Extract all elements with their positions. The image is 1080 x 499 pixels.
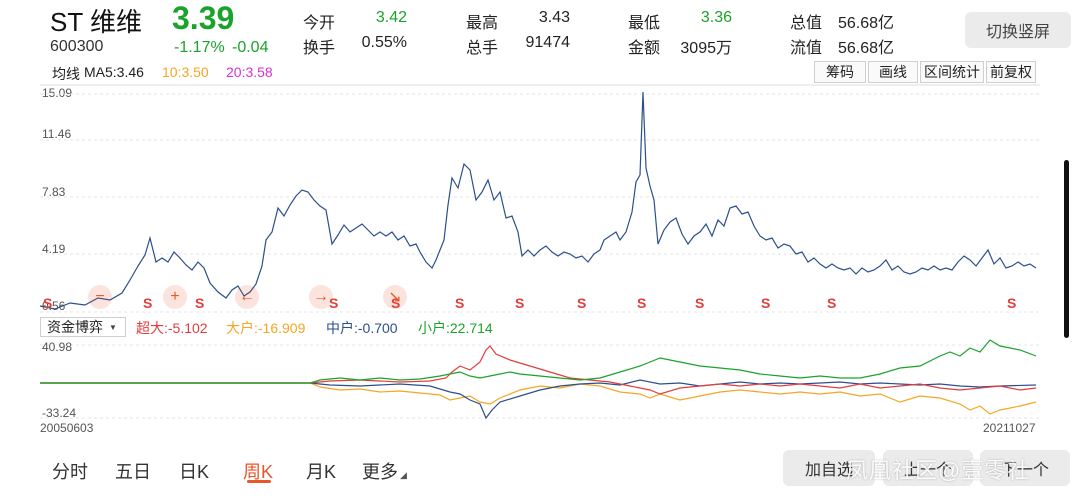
sell-signal-marker: S (827, 295, 837, 311)
dropdown-caret-icon: ▼ (109, 322, 117, 332)
interval-stats-button[interactable]: 区间统计 (920, 61, 984, 83)
flow-chaoda: 超大:-5.102 (136, 320, 208, 336)
sell-signal-marker: S (1007, 295, 1017, 311)
sell-signal-marker: S (695, 295, 705, 311)
switch-portrait-button[interactable]: 切换竖屏 (965, 12, 1071, 48)
price-axis-label: 4.19 (42, 242, 66, 256)
change-value: -0.04 (232, 39, 269, 56)
price-axis-label: 15.09 (42, 86, 73, 100)
draw-line-button[interactable]: 画线 (868, 61, 918, 83)
current-price: 3.39 (172, 0, 235, 36)
tab-intraday[interactable]: 分时 (52, 462, 88, 482)
tab-more[interactable]: 更多 ◢ (362, 458, 407, 484)
sell-signal-marker: S (515, 295, 525, 311)
sell-signal-marker: S (391, 295, 401, 311)
quote-value-amount: 3095万 (680, 40, 732, 57)
quote-label-low: 最低 (628, 15, 661, 32)
price-axis-label: 11.46 (42, 127, 72, 141)
money-flow-selector[interactable]: 资金博弈 ▼ (40, 317, 126, 337)
sell-signal-marker: S (761, 295, 771, 311)
tab-weekly-k[interactable]: 周K (243, 462, 274, 482)
sell-signal-marker: S (455, 295, 465, 311)
date-start: 20050603 (40, 421, 94, 435)
sell-signal-marker: S (143, 295, 153, 311)
change-percent: -1.17% (174, 39, 225, 56)
quote-value-low: 3.36 (700, 9, 732, 26)
sell-signal-marker: S (577, 295, 587, 311)
flow-dahu: 大户:-16.909 (226, 320, 306, 336)
sell-signal-marker: S (195, 295, 205, 311)
flow-axis-bottom: -33.24 (42, 406, 77, 420)
quote-label-high: 最高 (466, 15, 499, 32)
price-axis-label: 7.83 (42, 185, 66, 199)
quote-label-volume: 总手 (466, 40, 499, 57)
forward-adjust-button[interactable]: 前复权 (986, 61, 1036, 83)
quote-value-total-value: 56.68亿 (837, 15, 894, 32)
quote-label-open: 今开 (303, 15, 336, 32)
ma5-value: MA5:3.46 (84, 64, 144, 80)
date-end: 20211027 (983, 421, 1036, 435)
quote-value-turnover: 0.55% (361, 34, 407, 51)
flow-xiaohu: 小户:22.714 (418, 320, 493, 336)
expand-corner-icon: ◢ (400, 470, 407, 480)
sell-signal-marker: S (43, 295, 53, 311)
price-axis-label: 0.56 (42, 299, 66, 313)
price-grid (40, 93, 1040, 419)
flow-zhonghu: 中户:-0.700 (326, 320, 398, 336)
plus-icon[interactable]: + (163, 285, 187, 309)
sell-signal-marker: S (637, 295, 647, 311)
quote-label-amount: 金额 (628, 40, 661, 57)
stock-name: ST 维维 (50, 7, 142, 37)
arrow-down-right-icon[interactable]: ↘ (383, 285, 407, 309)
quote-value-open: 3.42 (375, 9, 407, 26)
money-flow-selector-label: 资金博弈 (47, 319, 103, 335)
quote-value-float-value: 56.68亿 (837, 40, 894, 57)
minus-icon[interactable]: − (88, 285, 112, 309)
chip-distribution-button[interactable]: 筹码 (814, 61, 866, 83)
arrow-right-icon[interactable]: → (309, 285, 333, 309)
arrow-left-icon[interactable]: ← (235, 285, 259, 309)
quote-value-volume: 91474 (525, 34, 571, 51)
active-tab-indicator (247, 480, 271, 483)
ma-title: 均线 (52, 66, 80, 82)
scrollbar[interactable] (1064, 160, 1069, 338)
quote-label-turnover: 换手 (303, 40, 336, 57)
tab-daily-k[interactable]: 日K (179, 462, 210, 482)
stock-code: 600300 (50, 38, 104, 55)
tab-five-day[interactable]: 五日 (115, 462, 151, 482)
quote-label-total-value: 总值 (790, 15, 823, 32)
flow-axis-top: 40.98 (42, 340, 73, 354)
watermark-text: 凤凰社区@壹零社 (846, 458, 1031, 483)
tab-monthly-k[interactable]: 月K (306, 462, 337, 482)
next-stock-button[interactable]: 下一个 (980, 450, 1070, 486)
add-watchlist-button[interactable]: 加自选 (783, 450, 875, 486)
quote-label-float-value: 流值 (790, 40, 823, 57)
previous-stock-button[interactable]: 上一个 (883, 450, 973, 486)
price-line (39, 91, 1037, 310)
ma20-value: 20:3.58 (226, 64, 273, 80)
sell-signal-marker: S (329, 295, 339, 311)
ma10-value: 10:3.50 (162, 64, 209, 80)
tab-more-label: 更多 (362, 462, 398, 482)
quote-value-high: 3.43 (538, 9, 570, 26)
